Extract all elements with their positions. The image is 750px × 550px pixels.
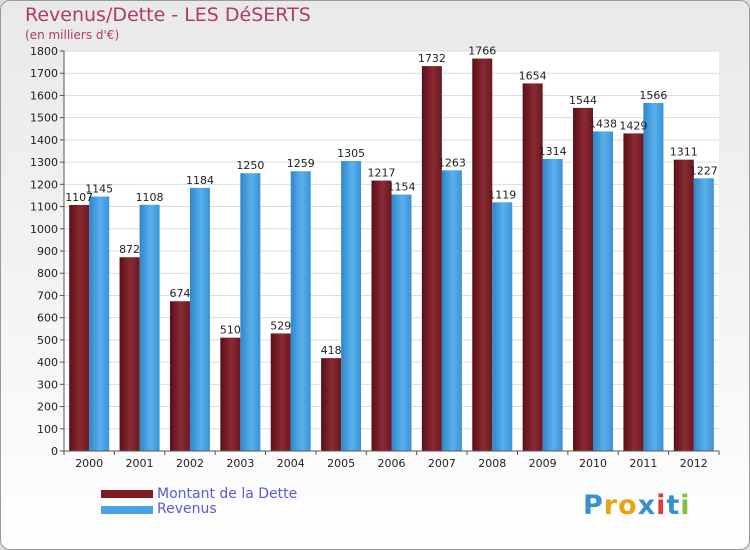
x-tick-label: 2011 [629,457,657,470]
y-tick-label: 1500 [30,112,58,125]
bar-dette [270,333,291,451]
data-label: 1654 [519,69,547,82]
chart-title: Revenus/Dette - LES DéSERTS [25,4,311,26]
y-tick-label: 1400 [30,134,58,147]
y-tick-label: 0 [51,445,58,458]
y-tick-label: 100 [37,423,58,436]
y-tick-label: 1600 [30,89,58,102]
bar-revenus [240,173,261,451]
x-tick-label: 2003 [226,457,254,470]
y-tick-label: 800 [37,267,58,280]
data-label: 1217 [368,167,396,180]
data-label: 1145 [85,183,113,196]
data-label: 1311 [670,146,698,159]
bar-dette [673,159,694,451]
y-tick-label: 900 [37,245,58,258]
bar-dette [220,337,241,451]
x-tick-label: 2004 [277,457,305,470]
data-label: 1429 [619,119,647,132]
data-label: 1438 [589,117,617,130]
y-tick-label: 1000 [30,223,58,236]
x-tick-label: 2001 [126,457,154,470]
legend-label-revenus: Revenus [157,501,217,517]
bar-revenus [139,204,160,451]
x-tick-label: 2010 [579,457,607,470]
bar-revenus [391,194,412,452]
bar-dette [573,107,594,451]
bar-revenus [693,178,714,452]
legend-swatch-revenus [101,506,153,514]
y-tick-label: 1300 [30,156,58,169]
axes: 0 100 200 300 400 500 600 700 800 900 1000 1100 1200… [30,45,720,470]
y-tick-label: 1800 [30,45,58,58]
data-label: 1250 [236,159,264,172]
x-tick-label: 2008 [478,457,506,470]
data-label: 1263 [438,156,466,169]
bar-dette [371,180,392,452]
bar-revenus [492,202,513,451]
data-label: 1566 [639,89,667,102]
bar-dette [472,58,493,452]
data-label: 1154 [388,181,416,194]
bar-revenus [542,159,563,451]
x-tick-label: 2005 [327,457,355,470]
data-label: 1732 [418,52,446,65]
y-tick-label: 1700 [30,67,58,80]
x-tick-label: 2012 [680,457,708,470]
bar-revenus [189,187,210,451]
x-tick-label: 2000 [75,457,103,470]
y-tick-label: 400 [37,356,58,369]
data-label: 1184 [186,174,214,187]
data-label: 1119 [488,188,516,201]
bar-revenus [290,171,311,451]
data-label: 1107 [65,191,93,204]
bar-dette [69,205,90,451]
data-label: 1314 [539,145,567,158]
x-tick-label: 2007 [428,457,456,470]
legend-swatch-dette [101,490,153,498]
data-label: 1766 [468,45,496,58]
y-tick-label: 1200 [30,178,58,191]
bar-dette [623,133,644,451]
bar-revenus [341,161,362,451]
y-tick-label: 500 [37,334,58,347]
chart-subtitle: (en milliers d'€) [25,28,120,42]
data-label: 1259 [287,157,315,170]
legend-label-dette: Montant de la Dette [157,486,298,502]
data-label: 529 [270,319,291,332]
x-tick-label: 2009 [529,457,557,470]
data-label: 510 [220,324,241,337]
bar-revenus [441,170,462,452]
data-label: 1227 [690,164,718,177]
data-label: 418 [321,344,342,357]
data-label: 872 [119,243,140,256]
y-tick-label: 700 [37,289,58,302]
x-tick-label: 2006 [378,457,406,470]
bar-dette [119,257,140,451]
y-tick-label: 200 [37,401,58,414]
y-tick-label: 1100 [30,201,58,214]
bars [69,58,714,452]
bar-dette [522,83,543,451]
bar-dette [421,66,442,451]
bar-revenus [89,196,110,451]
data-label: 1544 [569,94,597,107]
bar-revenus [593,131,614,451]
bar-revenus [643,103,664,451]
x-tick-label: 2002 [176,457,204,470]
y-tick-label: 300 [37,378,58,391]
data-label: 674 [169,287,190,300]
data-label: 1305 [337,147,365,160]
bar-dette [169,301,190,451]
data-label: 1108 [136,191,164,204]
proxiti-logo: Proxiti [583,490,691,521]
bar-dette [321,358,342,451]
y-tick-label: 600 [37,312,58,325]
